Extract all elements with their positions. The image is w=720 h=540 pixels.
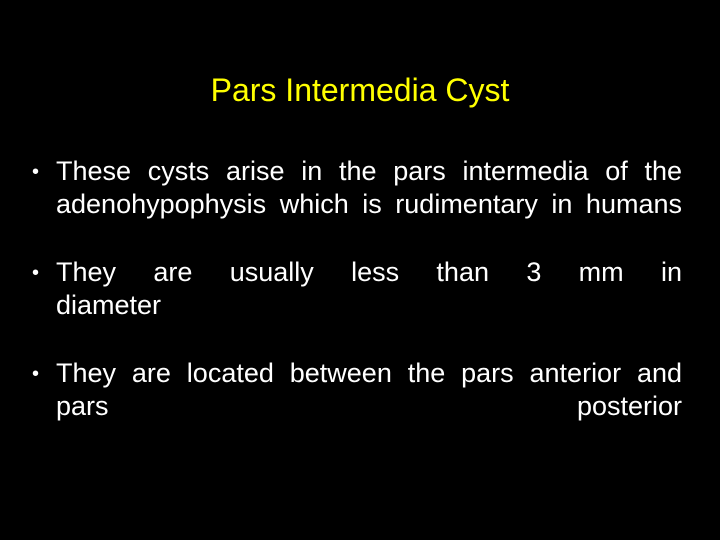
bullet-dot-icon: • xyxy=(32,357,56,456)
bullet-dot-icon: • xyxy=(32,155,56,254)
bullet-text: These cysts arise in the pars intermedia… xyxy=(56,155,682,254)
slide-title: Pars Intermedia Cyst xyxy=(0,72,720,109)
bullet-text: They are located between the pars anteri… xyxy=(56,357,682,456)
bullet-item: • They are located between the pars ante… xyxy=(32,357,682,456)
bullet-dot-icon: • xyxy=(32,256,56,355)
bullet-item: • They are usually less than 3 mm indiam… xyxy=(32,256,682,355)
slide: Pars Intermedia Cyst • These cysts arise… xyxy=(0,0,720,540)
bullet-item: • These cysts arise in the pars intermed… xyxy=(32,155,682,254)
bullet-text: They are usually less than 3 mm indiamet… xyxy=(56,256,682,355)
slide-body: • These cysts arise in the pars intermed… xyxy=(32,155,682,457)
